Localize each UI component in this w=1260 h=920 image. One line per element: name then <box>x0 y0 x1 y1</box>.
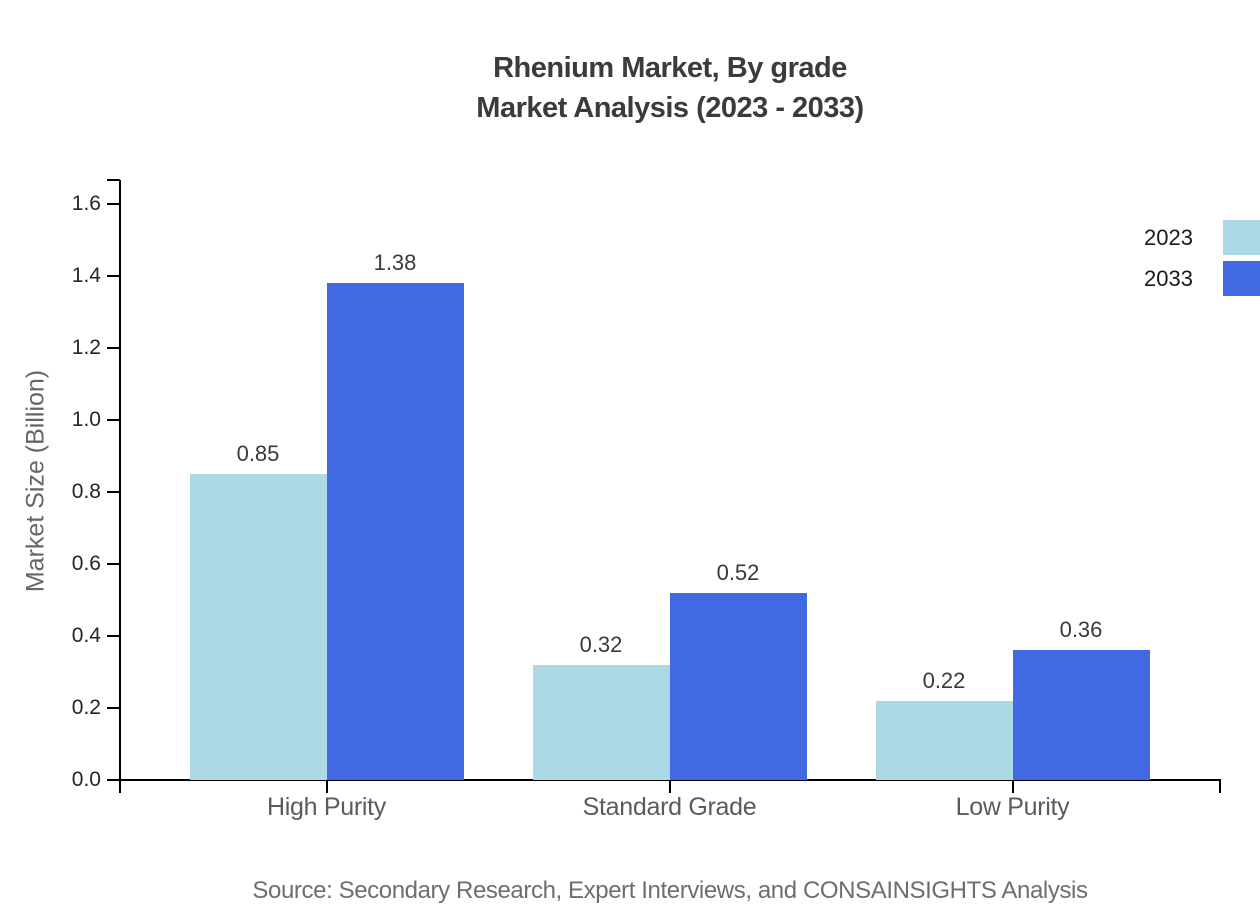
bar-2023-standard-grade <box>532 664 670 780</box>
y-tick-label: 1.0 <box>71 408 101 431</box>
y-tick-label: 0.8 <box>71 480 101 503</box>
x-tick <box>325 780 328 793</box>
x-category-label: Low Purity <box>955 793 1070 821</box>
y-tick-label: 0.2 <box>71 696 101 719</box>
bar-2033-low-purity <box>1012 650 1150 780</box>
bar-2023-high-purity <box>189 474 327 780</box>
bar-value-label: 0.32 <box>579 631 623 657</box>
y-tick-label: 1.4 <box>71 264 101 287</box>
chart-title: Rhenium Market, By grade Market Analysis… <box>140 48 1200 128</box>
x-axis-right-cap-tick <box>1219 780 1221 793</box>
bar-value-label: 0.85 <box>236 441 280 466</box>
y-tick-label: 0.6 <box>71 552 101 575</box>
bar-2033-high-purity <box>326 283 464 780</box>
x-tick <box>1011 780 1014 793</box>
bar-value-label: 1.38 <box>373 250 417 276</box>
bar-2033-standard-grade <box>669 592 807 780</box>
chart-title-line2: Market Analysis (2023 - 2033) <box>476 92 864 124</box>
bar-value-label: 0.22 <box>922 667 966 693</box>
y-tick <box>107 707 120 709</box>
y-tick-label: 0.0 <box>71 768 101 791</box>
y-tick <box>107 779 120 781</box>
x-tick <box>668 780 671 793</box>
legend-label-2033: 2033 <box>1144 266 1193 291</box>
y-tick-label: 0.4 <box>71 624 101 647</box>
x-category-label: Standard Grade <box>582 793 757 821</box>
bar-value-label: 0.36 <box>1059 617 1103 643</box>
bar-value-label: 0.52 <box>716 559 760 585</box>
y-tick-label: 1.2 <box>71 336 101 359</box>
legend-swatch-2023 <box>1223 220 1260 255</box>
source-note: Source: Secondary Research, Expert Inter… <box>252 877 1088 904</box>
chart-title-line1: Rhenium Market, By grade <box>493 52 847 84</box>
y-tick <box>107 491 120 493</box>
y-axis-top-cap-tick <box>107 179 120 181</box>
y-tick-label: 1.6 <box>71 192 101 215</box>
y-tick <box>107 347 120 349</box>
x-category-label: High Purity <box>267 793 386 821</box>
y-axis-line <box>119 180 121 793</box>
y-tick <box>107 635 120 637</box>
y-tick <box>107 275 120 277</box>
bar-2023-low-purity <box>875 700 1013 780</box>
y-tick <box>107 563 120 565</box>
y-tick <box>107 203 120 205</box>
legend-label-2023: 2023 <box>1144 225 1193 250</box>
y-tick <box>107 419 120 421</box>
legend-swatch-2033 <box>1223 261 1260 296</box>
